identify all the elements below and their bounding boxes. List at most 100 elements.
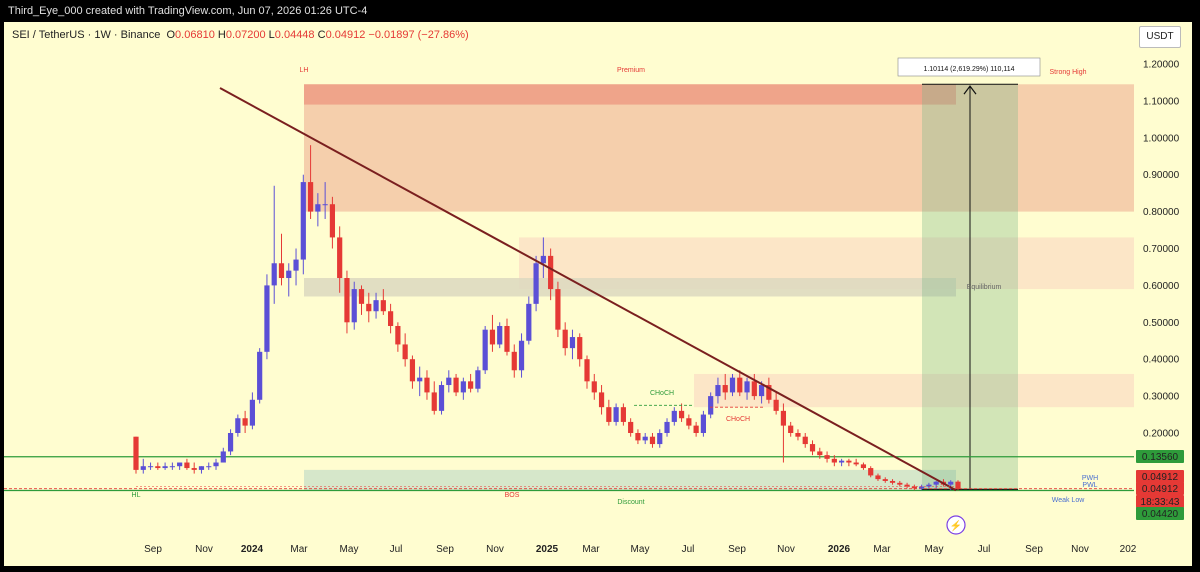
candle-body — [548, 255, 554, 290]
candle-body — [402, 344, 408, 360]
chart-area[interactable]: 1.10114 (2,619.29%) 110,114 LH Premium Stro… — [4, 22, 1192, 566]
candle-body — [446, 377, 452, 386]
price-tag-bg — [1136, 450, 1184, 463]
candle-body — [948, 481, 954, 485]
candle-body — [155, 466, 161, 469]
candle-body — [431, 392, 437, 411]
candle-body — [635, 433, 641, 441]
x-tick-label: May — [340, 544, 359, 555]
candle-body — [278, 263, 285, 279]
candle-body — [533, 263, 539, 304]
candle-body — [671, 410, 677, 422]
candle-body — [162, 466, 168, 469]
candle-body — [235, 418, 241, 433]
zone-premium-top — [304, 84, 956, 105]
currency-button[interactable]: USDT — [1139, 26, 1181, 48]
candle-body — [686, 418, 692, 426]
candle-body — [693, 425, 699, 433]
candle-body — [489, 329, 496, 345]
candle-body — [591, 381, 597, 393]
candle-body — [468, 381, 474, 389]
annotation-hl: HL — [132, 492, 141, 499]
x-tick-label: Nov — [777, 544, 795, 555]
candle-body — [424, 377, 430, 393]
candle-body — [227, 433, 234, 452]
y-tick-label: 0.60000 — [1143, 281, 1180, 292]
candle-body — [475, 370, 481, 389]
zone-equilibrium — [304, 278, 956, 297]
price-tag-label: 0.04912 — [1142, 484, 1179, 495]
candle-body — [526, 303, 532, 341]
zone-discount — [304, 469, 956, 491]
x-tick-label: Jul — [978, 544, 991, 555]
low-label: L — [268, 29, 275, 41]
candle-body — [919, 486, 925, 489]
measure-label: 1.10114 (2,619.29%) 110,114 — [923, 66, 1014, 73]
y-tick-label: 1.20000 — [1143, 60, 1180, 71]
candle-body — [315, 204, 321, 212]
y-tick-label: 0.70000 — [1143, 244, 1180, 255]
candle-body — [555, 289, 561, 330]
measure-label-box — [897, 57, 1041, 77]
annotation-discount: Discount — [617, 499, 644, 506]
candle-body — [460, 381, 466, 393]
candle-body — [649, 436, 656, 445]
symbol-legend: SEI / TetherUS · 1W · Binance O0.06810 H… — [12, 29, 469, 41]
candle-body — [889, 480, 896, 483]
annotation-lh: LH — [300, 67, 309, 74]
candle-body — [882, 479, 888, 481]
price-tag-label: 0.04420 — [1142, 509, 1179, 520]
candle-body — [598, 392, 605, 408]
candle-body — [809, 444, 816, 452]
candle-body — [271, 263, 277, 286]
price-tag-label: 18:33:43 — [1141, 497, 1180, 508]
candle-body — [351, 289, 357, 323]
candle-body — [606, 407, 612, 422]
candle-body — [904, 484, 910, 487]
attribution-text: Third_Eye_000 created with TradingView.c… — [8, 5, 368, 17]
candle-body — [584, 359, 590, 382]
candle-body — [868, 468, 874, 476]
x-tick-label: Sep — [144, 544, 162, 555]
x-tick-label: Nov — [486, 544, 504, 555]
candle-body — [177, 462, 183, 467]
alert-icon — [946, 515, 966, 535]
alert-icon-glyph: ⚡ — [950, 519, 962, 532]
candle-body — [286, 270, 292, 279]
candle-body — [700, 414, 706, 433]
candle-body — [358, 289, 365, 304]
x-tick-label: Mar — [290, 544, 308, 555]
candle-body — [264, 285, 270, 352]
candle-body — [860, 464, 867, 469]
candle-body — [497, 325, 503, 345]
candle-body — [293, 259, 299, 271]
candle-body — [744, 381, 750, 393]
y-tick-label: 0.50000 — [1143, 318, 1180, 329]
trendline — [219, 87, 957, 492]
y-tick-label: 1.00000 — [1143, 133, 1180, 144]
candle-body — [191, 468, 197, 470]
y-tick-label: 0.80000 — [1143, 207, 1180, 218]
annotation-choch: CHoCH — [726, 416, 750, 423]
candle-body — [795, 433, 801, 437]
candle-body — [897, 482, 903, 485]
candle-body — [344, 278, 350, 323]
measure-arrow-head — [963, 85, 977, 95]
candle-body — [220, 451, 226, 463]
annotation-equilibrium: Equilibrium — [967, 284, 1002, 291]
candle-body — [853, 462, 859, 465]
candle-body — [147, 466, 154, 468]
candle-body — [613, 407, 619, 422]
candle-body — [911, 486, 917, 489]
candle-body — [788, 425, 794, 433]
candle-body — [751, 381, 757, 397]
candle-body — [708, 396, 714, 415]
candle-body — [577, 337, 583, 360]
candle-body — [307, 182, 314, 212]
x-tick-label: Jul — [390, 544, 403, 555]
annotation-weak-low: Weak Low — [1052, 497, 1085, 504]
candle-body — [133, 436, 139, 470]
annotation-choch: CHoCH — [650, 390, 674, 397]
x-tick-label: 2025 — [536, 544, 559, 555]
